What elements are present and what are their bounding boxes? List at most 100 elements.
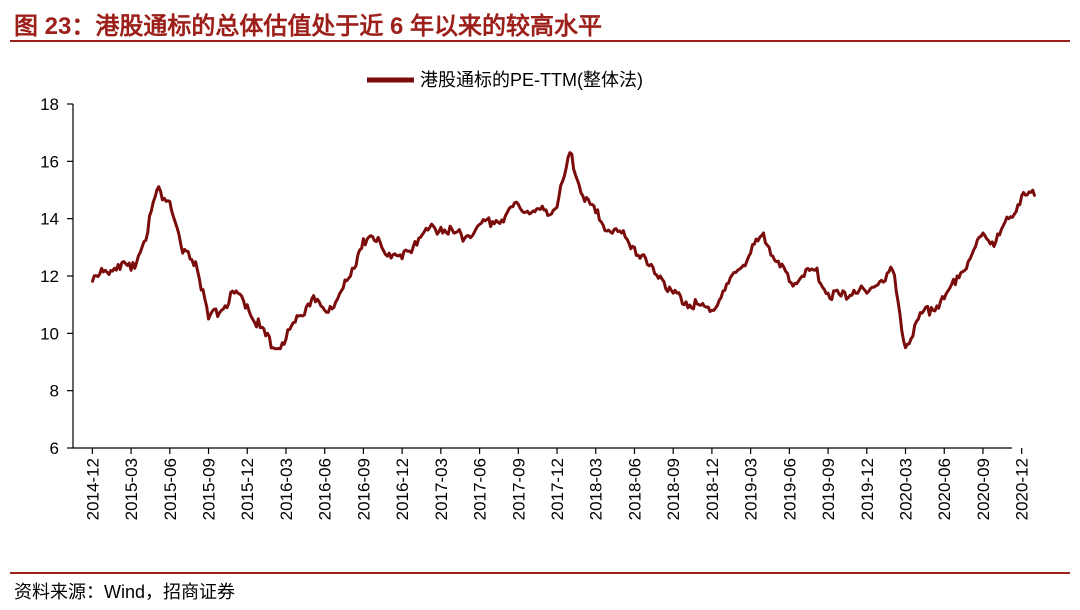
data-point [207, 317, 210, 321]
x-tick-label: 2016-12 [393, 458, 412, 520]
x-tick-label: 2018-03 [587, 458, 606, 520]
data-point [400, 257, 404, 260]
data-point [594, 211, 597, 215]
y-tick-label: 8 [50, 382, 59, 401]
y-axis: 6 8 10 12 14 16 18 [40, 95, 74, 458]
data-point [542, 208, 546, 212]
data-point [323, 309, 326, 312]
data-point [233, 292, 236, 295]
data-point [1020, 194, 1023, 197]
x-tick-label: 2015-06 [161, 458, 180, 520]
x-tick-label: 2017-06 [471, 458, 490, 520]
data-point [142, 240, 146, 243]
data-point [362, 237, 365, 240]
data-point [672, 292, 675, 295]
x-tick-label: 2014-12 [83, 458, 102, 520]
data-point [891, 269, 894, 272]
data-point [633, 246, 636, 249]
data-point [710, 309, 714, 312]
data-point [878, 280, 881, 283]
data-point [375, 240, 378, 243]
data-point [943, 297, 946, 301]
data-point [168, 200, 171, 203]
y-tick-label: 10 [40, 324, 59, 343]
x-tick-label: 2017-12 [548, 458, 567, 520]
legend-label: 港股通标的PE-TTM(整体法) [420, 70, 643, 90]
data-point [439, 226, 443, 229]
title-divider [10, 40, 1070, 42]
data-point [104, 269, 107, 272]
data-point [271, 346, 275, 349]
data-point [1007, 217, 1010, 220]
x-tick-label: 2015-12 [238, 458, 257, 520]
data-point [1033, 194, 1036, 197]
data-point [530, 211, 533, 215]
x-tick-label: 2020-12 [1013, 458, 1032, 520]
data-point [723, 289, 726, 292]
chart-legend: 港股通标的PE-TTM(整体法) [367, 70, 643, 90]
data-point [775, 260, 778, 263]
data-point [194, 260, 197, 263]
data-point [568, 151, 572, 154]
x-tick-label: 2020-03 [897, 458, 916, 520]
x-tick-label: 2018-06 [625, 458, 644, 520]
y-tick-label: 18 [40, 95, 59, 114]
series-layer [90, 151, 1037, 351]
data-point [129, 269, 133, 272]
data-point [349, 274, 352, 278]
data-point [826, 292, 830, 295]
x-tick-label: 2019-12 [858, 458, 877, 520]
data-point [955, 274, 959, 278]
footer-divider [10, 572, 1070, 574]
x-axis: 2014-12 2015-03 2015-06 2015-09 2015-12 2016-… [73, 447, 1032, 520]
x-tick-label: 2016-03 [277, 458, 296, 520]
y-tick-label: 12 [40, 267, 59, 286]
source-note: 资料来源：Wind，招商证券 [14, 582, 236, 602]
data-point [478, 223, 481, 226]
data-point [968, 257, 972, 260]
data-point [749, 251, 752, 255]
x-tick-label: 2017-09 [509, 458, 528, 520]
data-point [491, 220, 494, 223]
data-point [839, 294, 843, 298]
data-point [904, 346, 907, 349]
data-point [155, 188, 159, 192]
data-point [620, 231, 623, 235]
x-tick-label: 2019-03 [742, 458, 761, 520]
x-tick-label: 2016-06 [316, 458, 335, 520]
data-point [917, 317, 920, 321]
x-tick-label: 2018-09 [664, 458, 683, 520]
data-point [465, 234, 468, 238]
data-point [426, 228, 430, 232]
data-point [504, 214, 507, 217]
data-point [736, 269, 739, 272]
data-point [555, 206, 559, 209]
data-point [246, 303, 249, 306]
y-tick-label: 6 [50, 439, 59, 458]
x-tick-label: 2017-03 [432, 458, 451, 520]
data-point [762, 231, 765, 235]
data-point [220, 309, 223, 312]
data-point [181, 251, 184, 255]
data-point [117, 263, 120, 266]
data-point [646, 263, 649, 266]
y-tick-label: 14 [40, 210, 59, 229]
x-tick-label: 2019-06 [780, 458, 799, 520]
data-point [581, 194, 584, 197]
data-point [852, 289, 856, 292]
x-tick-label: 2019-09 [819, 458, 838, 520]
x-tick-label: 2015-03 [122, 458, 141, 520]
data-point [697, 303, 701, 306]
data-point [801, 274, 804, 278]
data-point [930, 306, 933, 309]
x-tick-label: 2016-09 [354, 458, 373, 520]
data-point [388, 251, 391, 255]
x-tick-label: 2018-12 [703, 458, 722, 520]
data-point [259, 326, 262, 329]
data-point [788, 280, 791, 283]
data-point [517, 203, 520, 206]
y-tick-label: 16 [40, 152, 59, 171]
data-point [413, 240, 417, 243]
x-tick-label: 2015-09 [200, 458, 219, 520]
